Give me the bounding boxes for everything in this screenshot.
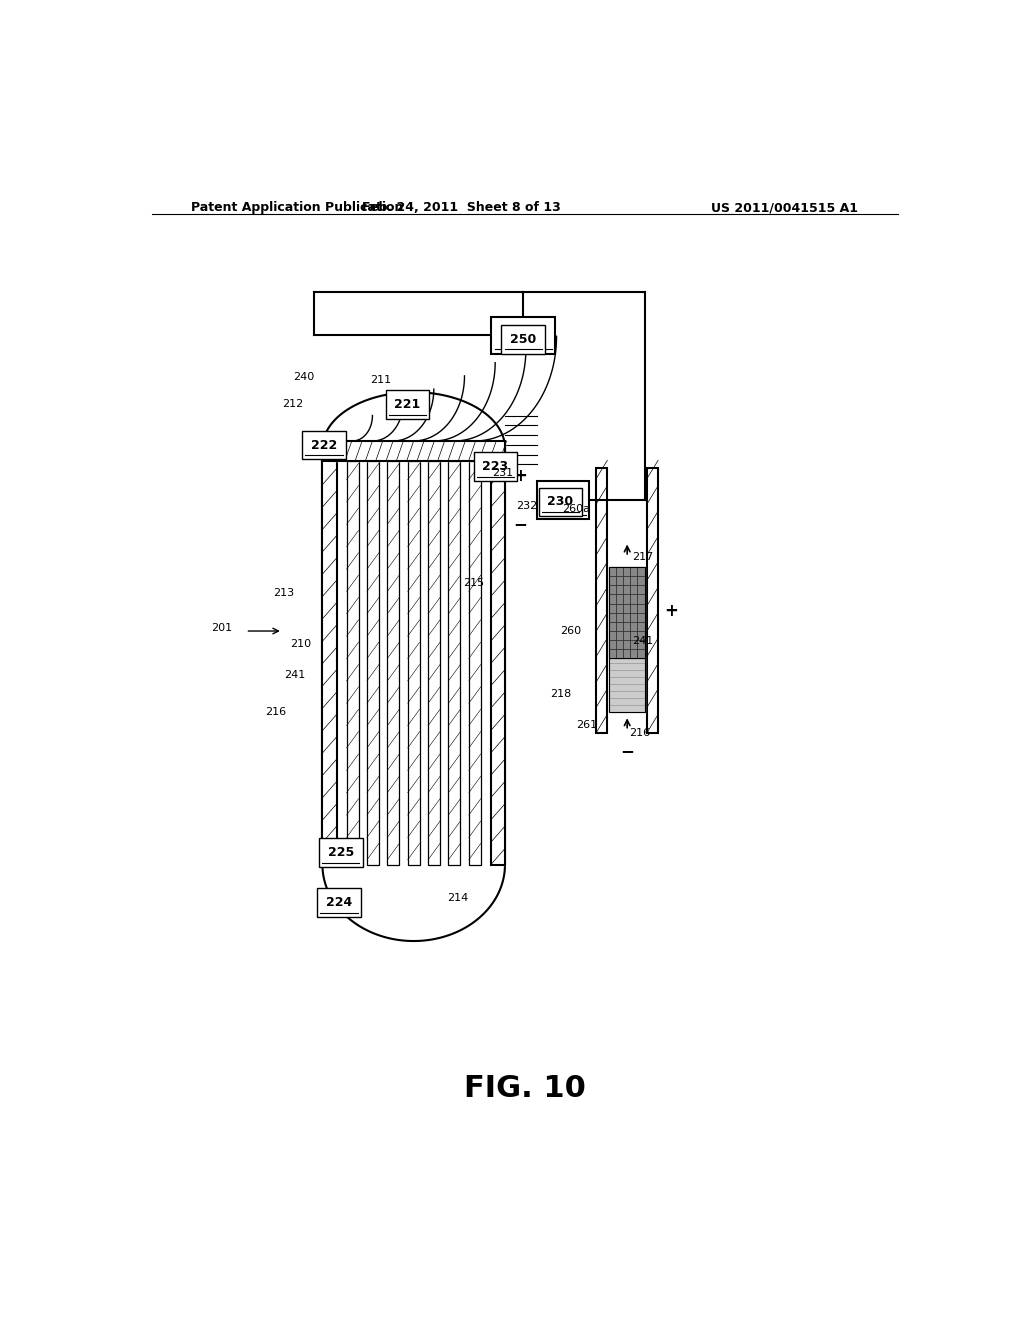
Text: 260: 260 [560, 626, 582, 636]
Bar [323, 447, 337, 865]
FancyBboxPatch shape [539, 487, 583, 516]
Text: 213: 213 [273, 589, 294, 598]
Bar [469, 461, 480, 865]
Bar [387, 461, 399, 865]
Bar [469, 461, 480, 865]
Text: 250: 250 [509, 329, 538, 342]
Text: Feb. 24, 2011  Sheet 8 of 13: Feb. 24, 2011 Sheet 8 of 13 [361, 201, 561, 214]
Bar [408, 461, 420, 865]
Text: +: + [665, 602, 678, 619]
Bar [428, 461, 440, 865]
Bar [449, 461, 461, 865]
Text: 201: 201 [211, 623, 232, 634]
Bar [490, 447, 505, 865]
Bar [596, 469, 607, 733]
Text: 224: 224 [326, 896, 352, 909]
Bar [449, 461, 461, 865]
Bar [609, 568, 645, 659]
Bar [367, 461, 379, 865]
Text: −: − [621, 742, 634, 760]
FancyBboxPatch shape [538, 480, 589, 519]
Bar [596, 469, 607, 733]
FancyBboxPatch shape [474, 453, 517, 480]
Text: 232: 232 [516, 502, 538, 511]
Text: 230: 230 [548, 495, 573, 508]
Bar [490, 447, 505, 865]
Bar [323, 441, 505, 461]
Polygon shape [323, 392, 505, 447]
Text: 250: 250 [510, 333, 537, 346]
Text: −: − [513, 515, 527, 533]
Text: 225: 225 [328, 846, 354, 859]
Text: 216: 216 [265, 708, 286, 717]
FancyBboxPatch shape [385, 391, 429, 418]
Text: 212: 212 [283, 400, 304, 409]
Text: Patent Application Publication: Patent Application Publication [191, 201, 403, 214]
Bar [428, 461, 440, 865]
FancyBboxPatch shape [492, 317, 555, 354]
Bar [347, 461, 358, 865]
Text: 214: 214 [446, 894, 468, 903]
Text: US 2011/0041515 A1: US 2011/0041515 A1 [711, 201, 858, 214]
FancyBboxPatch shape [318, 838, 362, 867]
FancyBboxPatch shape [317, 888, 360, 916]
Bar [609, 659, 645, 713]
Bar [387, 461, 399, 865]
Text: 241: 241 [284, 669, 305, 680]
Text: 260a: 260a [562, 504, 591, 513]
Bar [609, 568, 645, 659]
Text: 210: 210 [291, 639, 311, 649]
Text: 222: 222 [311, 438, 337, 451]
Text: 221: 221 [394, 397, 421, 411]
Text: 241: 241 [632, 636, 653, 647]
Text: 223: 223 [482, 459, 509, 473]
Text: 240: 240 [294, 372, 314, 381]
Text: 217: 217 [632, 552, 653, 562]
Bar [408, 461, 420, 865]
Text: 261: 261 [577, 719, 597, 730]
Bar [647, 469, 658, 733]
Bar [647, 469, 658, 733]
Text: 211: 211 [370, 375, 391, 385]
FancyBboxPatch shape [302, 430, 346, 459]
Text: 216: 216 [630, 727, 650, 738]
Text: FIG. 10: FIG. 10 [464, 1074, 586, 1104]
Bar [323, 441, 505, 461]
Text: 218: 218 [550, 689, 571, 700]
FancyBboxPatch shape [502, 325, 545, 354]
Bar [323, 447, 337, 865]
Bar [609, 659, 645, 713]
Polygon shape [323, 865, 505, 941]
Bar [367, 461, 379, 865]
Bar [347, 461, 358, 865]
Text: 230: 230 [549, 492, 578, 507]
Text: 215: 215 [463, 578, 483, 589]
Text: +: + [513, 466, 527, 484]
Text: 231: 231 [492, 469, 513, 478]
